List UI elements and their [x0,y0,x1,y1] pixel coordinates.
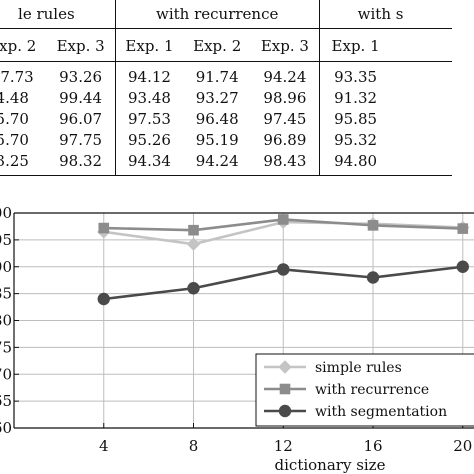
table-cell: 98.32 [46,150,116,176]
group-header-simple-rules: le rules [0,0,116,29]
table-row: 5.70 97.75 95.26 95.19 96.89 95.32 [0,129,452,150]
data-point [457,223,469,234]
y-tick-label: 00 [0,204,12,222]
table-cell: 94.24 [183,150,252,176]
table-cell: 94.12 [114,61,184,87]
legend-label: with recurrence [315,382,429,398]
subheader: Exp. 3 [46,28,116,62]
data-point [186,237,201,251]
table-cell: 5.70 [0,130,29,149]
table-row: 4.48 99.44 93.48 93.27 98.96 91.32 [0,87,452,108]
y-tick-label: 95 [0,231,12,249]
data-point [456,260,469,273]
subheader: Exp. 2 [0,28,47,62]
results-table: le rules with recurrence with s Exp. 2 E… [0,0,452,176]
table-cell: 94.24 [263,67,307,86]
subheader: Exp. 1 [114,28,184,62]
table-cell: 95.26 [114,129,184,150]
data-point [187,282,200,295]
table-row: 97.73 93.26 94.12 91.74 94.24 93.35 [0,61,452,87]
x-tick-label: 8 [189,437,199,455]
table-cell: 96.07 [59,109,103,128]
y-tick-label: 70 [0,365,12,383]
table-row: 5.70 96.07 97.53 96.48 97.45 95.85 [0,108,452,129]
table-cell: 94.80 [318,150,392,176]
table-cell: 93.48 [114,87,184,108]
y-tick-label: 90 [0,258,12,276]
data-point [277,214,289,225]
group-header-with-recurrence: with recurrence [114,0,320,29]
line-chart: 00 95 90 85 80 75 70 65 60 4 8 12 16 20 dictionary siz… [0,204,474,474]
table-cell: 95.85 [318,108,392,129]
data-point [277,263,290,276]
table-row: 3.25 98.32 94.34 94.24 98.43 94.80 [0,150,452,176]
data-point [188,224,199,236]
table-cell: 93.26 [59,67,103,86]
legend-marker [278,360,292,374]
subheader: Exp. 2 [183,28,252,62]
y-tick-label: 80 [0,312,12,330]
x-tick-label: 4 [99,437,109,455]
results-table-region: le rules with recurrence with s Exp. 2 E… [0,0,474,200]
legend-marker [279,383,291,395]
y-tick-label: 75 [0,338,12,356]
data-point [366,271,380,284]
table-cell: 93.27 [195,88,239,107]
table-cell: 91.32 [318,87,392,108]
y-tick-label: 85 [0,285,12,303]
data-point [367,220,379,231]
table-cell: 96.89 [263,130,307,149]
table-cell: 5.70 [0,109,29,128]
data-point [97,292,110,306]
table-cell: 3.25 [0,150,47,176]
table-cell: 95.32 [318,129,392,150]
x-tick-label: 16 [363,437,382,455]
table-cell: 98.43 [251,150,320,176]
legend-label: simple rules [315,360,402,376]
data-point [98,222,110,234]
y-tick-label: 65 [0,392,12,410]
group-header-with-segmentation: with s [318,0,452,29]
y-tick-label: 60 [0,419,12,437]
table-cell: 96.48 [195,109,239,128]
legend-label: with segmentation [315,404,447,420]
table-cell: 97.75 [59,130,103,149]
table-cell: 91.74 [195,67,239,86]
x-tick-label: 12 [274,437,293,455]
table-cell: 99.44 [59,88,103,107]
x-axis-label: dictionary size [275,456,386,474]
table-cell: 95.19 [195,130,239,149]
x-tick-label: 20 [453,437,472,455]
subheader: Exp. 3 [251,28,320,62]
table-cell: 98.96 [263,88,307,107]
table-cell: 94.34 [114,150,184,176]
table-cell: 97.53 [114,108,184,129]
legend-marker [278,404,292,418]
table-cell: 4.48 [0,88,29,107]
table-cell: 97.45 [263,109,307,128]
table-cell: 97.73 [0,67,34,86]
subheader: Exp. 1 [318,28,392,62]
table-cell: 93.35 [318,61,392,87]
